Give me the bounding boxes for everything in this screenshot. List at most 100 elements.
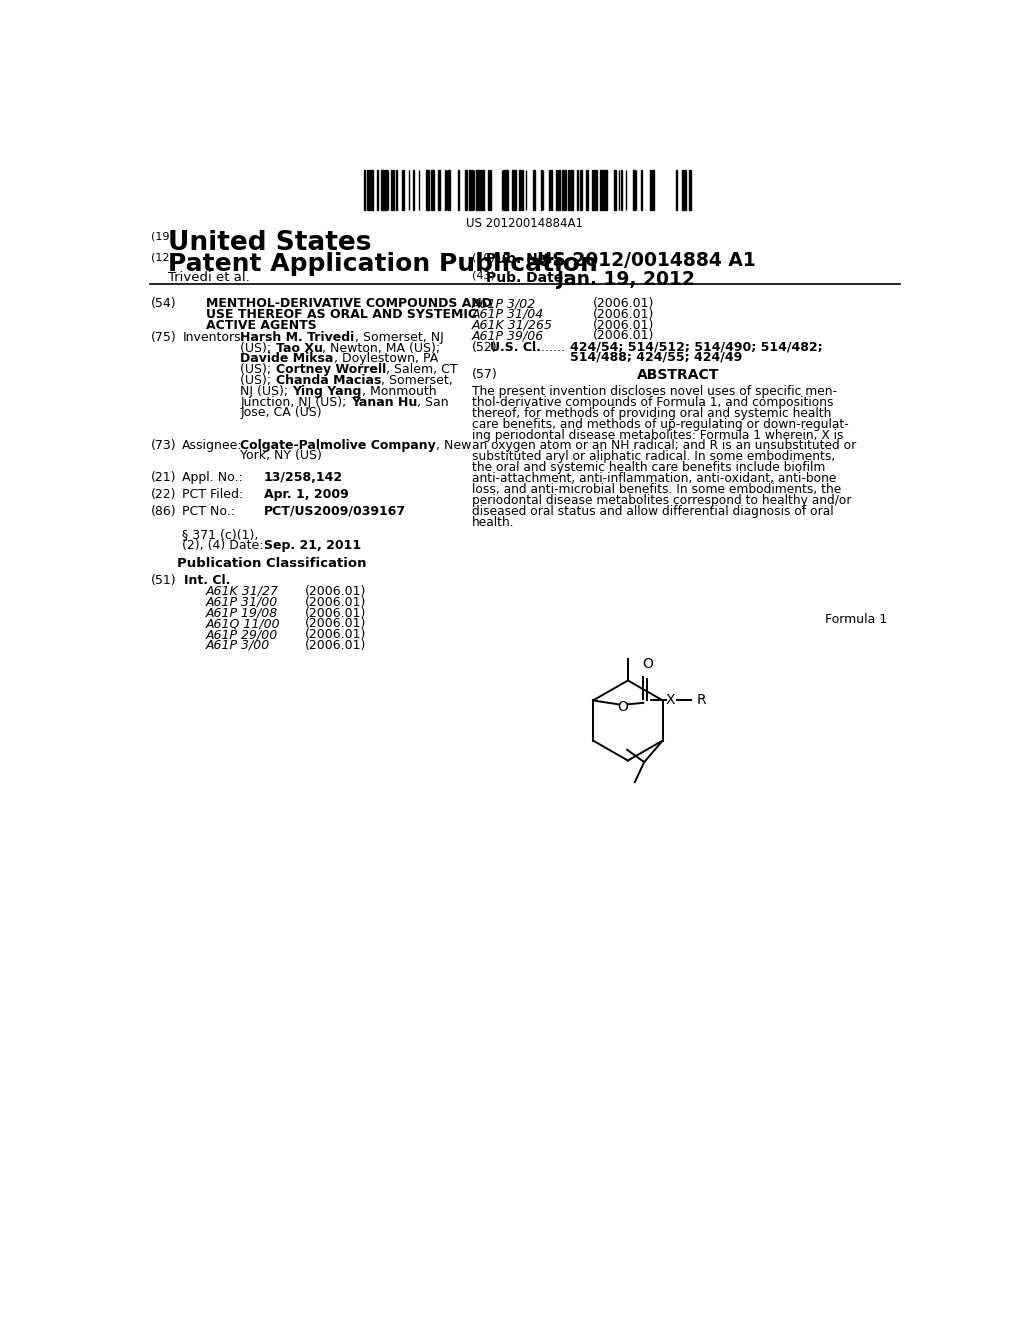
Text: Appl. No.:: Appl. No.: <box>182 471 243 484</box>
Text: health.: health. <box>472 516 515 529</box>
Text: Junction, NJ (US);: Junction, NJ (US); <box>241 396 351 409</box>
Text: , Somerset, NJ: , Somerset, NJ <box>354 331 443 345</box>
Text: United States: United States <box>168 230 372 256</box>
Text: , Somerset,: , Somerset, <box>381 374 453 387</box>
Bar <box>621 170 623 210</box>
Text: Colgate-Palmolive Company: Colgate-Palmolive Company <box>241 438 436 451</box>
Text: loss, and anti-microbial benefits. In some embodiments, the: loss, and anti-microbial benefits. In so… <box>472 483 842 496</box>
Text: PCT No.:: PCT No.: <box>182 506 236 517</box>
Bar <box>478 170 481 210</box>
Text: § 371 (c)(1),: § 371 (c)(1), <box>182 528 259 541</box>
Text: ACTIVE AGENTS: ACTIVE AGENTS <box>206 318 316 331</box>
Text: A61P 39/06: A61P 39/06 <box>472 330 545 342</box>
Text: care benefits, and methods of up-regulating or down-regulat-: care benefits, and methods of up-regulat… <box>472 417 849 430</box>
Text: US 2012/0014884 A1: US 2012/0014884 A1 <box>538 251 756 269</box>
Bar <box>449 170 451 210</box>
Bar <box>377 170 378 210</box>
Text: (52): (52) <box>472 341 498 354</box>
Bar <box>586 170 588 210</box>
Text: O: O <box>642 657 652 671</box>
Text: (US);: (US); <box>241 342 275 355</box>
Bar <box>682 170 684 210</box>
Bar <box>600 170 601 210</box>
Text: A61Q 11/00: A61Q 11/00 <box>206 618 281 631</box>
Text: 13/258,142: 13/258,142 <box>263 471 343 484</box>
Text: the oral and systemic health care benefits include biofilm: the oral and systemic health care benefi… <box>472 461 825 474</box>
Bar <box>562 170 563 210</box>
Text: (21): (21) <box>152 471 177 484</box>
Text: (19): (19) <box>152 231 174 242</box>
Bar <box>438 170 439 210</box>
Text: (54): (54) <box>152 297 177 310</box>
Text: (75): (75) <box>152 331 177 345</box>
Bar <box>689 170 690 210</box>
Bar <box>391 170 392 210</box>
Bar <box>465 170 467 210</box>
Bar <box>571 170 572 210</box>
Text: , Doylestown, PA: , Doylestown, PA <box>334 352 438 366</box>
Text: Pub. Date:: Pub. Date: <box>486 271 568 285</box>
Text: 514/488; 424/55; 424/49: 514/488; 424/55; 424/49 <box>569 351 742 364</box>
Text: (22): (22) <box>152 488 177 502</box>
Text: (51): (51) <box>152 574 177 587</box>
Text: Cortney Worrell: Cortney Worrell <box>275 363 386 376</box>
Text: 424/54; 514/512; 514/490; 514/482;: 424/54; 514/512; 514/490; 514/482; <box>569 341 822 354</box>
Bar <box>489 170 492 210</box>
Text: A61K 31/27: A61K 31/27 <box>206 585 279 598</box>
Bar <box>367 170 370 210</box>
Text: (12): (12) <box>152 252 174 263</box>
Text: PCT Filed:: PCT Filed: <box>182 488 244 502</box>
Text: (2006.01): (2006.01) <box>593 297 654 310</box>
Bar <box>614 170 616 210</box>
Text: X: X <box>666 693 675 708</box>
Text: substituted aryl or aliphatic radical. In some embodiments,: substituted aryl or aliphatic radical. I… <box>472 450 836 463</box>
Text: A61P 19/08: A61P 19/08 <box>206 607 278 619</box>
Bar <box>592 170 595 210</box>
Text: , New: , New <box>436 438 471 451</box>
Text: ..........: .......... <box>525 341 565 354</box>
Bar <box>558 170 560 210</box>
Text: anti-attachment, anti-inflammation, anti-oxidant, anti-bone: anti-attachment, anti-inflammation, anti… <box>472 473 837 486</box>
Text: (2006.01): (2006.01) <box>305 585 366 598</box>
Text: Davide Miksa: Davide Miksa <box>241 352 334 366</box>
Text: Apr. 1, 2009: Apr. 1, 2009 <box>263 488 348 502</box>
Text: Pub. No.:: Pub. No.: <box>486 252 558 265</box>
Text: Patent Application Publication: Patent Application Publication <box>168 252 598 276</box>
Text: Ying Yang: Ying Yang <box>293 385 361 397</box>
Bar <box>503 170 505 210</box>
Text: (2006.01): (2006.01) <box>305 595 366 609</box>
Text: ing periodontal disease metabolites: Formula 1 wherein, X is: ing periodontal disease metabolites: For… <box>472 429 844 441</box>
Text: (10): (10) <box>472 252 495 263</box>
Text: (2006.01): (2006.01) <box>305 639 366 652</box>
Text: (2006.01): (2006.01) <box>593 318 654 331</box>
Bar <box>487 170 489 210</box>
Bar <box>506 170 508 210</box>
Text: Tao Xu: Tao Xu <box>275 342 323 355</box>
Text: Jose, CA (US): Jose, CA (US) <box>241 407 322 420</box>
Text: US 20120014884A1: US 20120014884A1 <box>466 216 584 230</box>
Text: U.S. Cl.: U.S. Cl. <box>489 341 541 354</box>
Text: The present invention discloses novel uses of specific men-: The present invention discloses novel us… <box>472 385 837 397</box>
Text: Sep. 21, 2011: Sep. 21, 2011 <box>263 539 360 552</box>
Text: A61P 3/00: A61P 3/00 <box>206 639 269 652</box>
Bar <box>532 170 535 210</box>
Text: (US);: (US); <box>241 363 275 376</box>
Text: A61P 31/00: A61P 31/00 <box>206 595 278 609</box>
Text: PCT/US2009/039167: PCT/US2009/039167 <box>263 506 406 517</box>
Text: (86): (86) <box>152 506 177 517</box>
Bar <box>469 170 471 210</box>
Text: , Salem, CT: , Salem, CT <box>386 363 458 376</box>
Bar <box>372 170 373 210</box>
Text: NJ (US);: NJ (US); <box>241 385 293 397</box>
Text: diseased oral status and allow differential diagnosis of oral: diseased oral status and allow different… <box>472 506 834 517</box>
Bar <box>519 170 521 210</box>
Text: (43): (43) <box>472 271 495 281</box>
Text: A61P 31/04: A61P 31/04 <box>472 308 545 321</box>
Text: thereof, for methods of providing oral and systemic health: thereof, for methods of providing oral a… <box>472 407 831 420</box>
Text: (73): (73) <box>152 438 177 451</box>
Bar <box>633 170 635 210</box>
Bar <box>515 170 516 210</box>
Bar <box>476 170 477 210</box>
Text: Inventors:: Inventors: <box>182 331 245 345</box>
Text: Yanan Hu: Yanan Hu <box>351 396 417 409</box>
